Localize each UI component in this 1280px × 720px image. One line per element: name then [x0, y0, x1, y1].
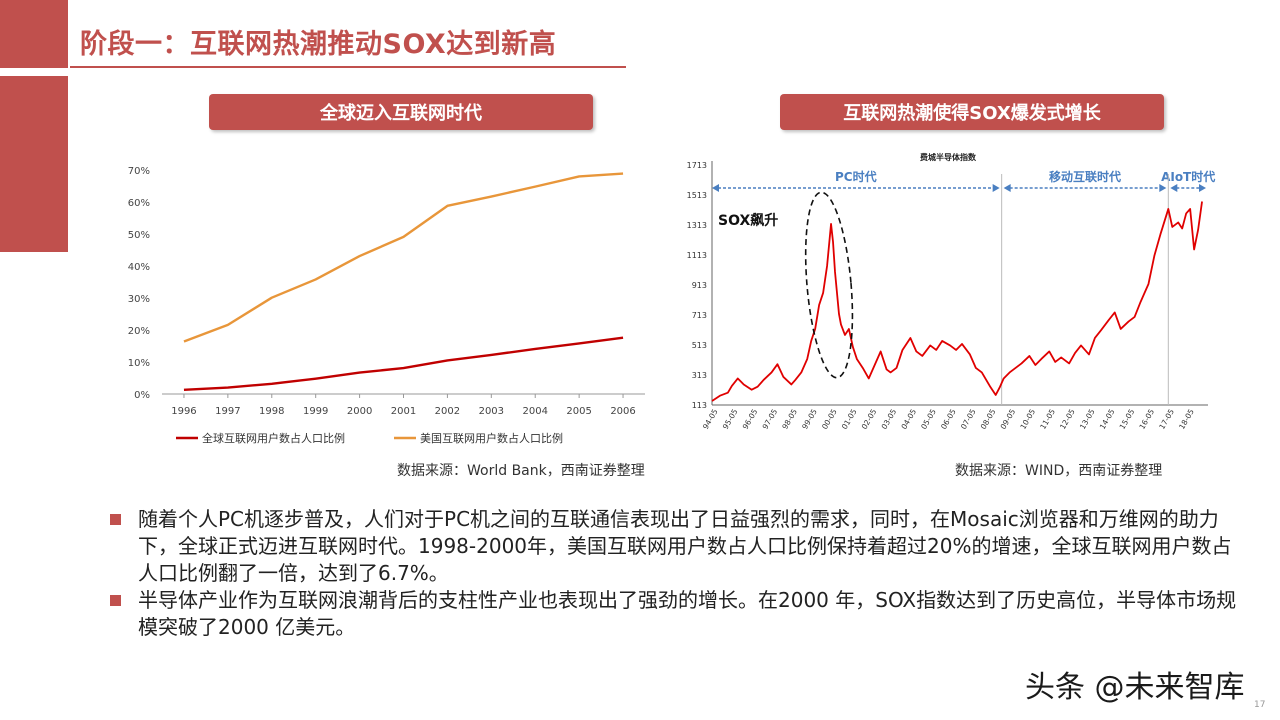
right-chart-heading: 互联网热潮使得SOX爆发式增长: [780, 94, 1164, 130]
bullet-item: 半导体产业作为互联网浪潮背后的支柱性产业也表现出了强劲的增长。在2000 年，S…: [108, 587, 1238, 641]
left-chart-heading: 全球迈入互联网时代: [209, 94, 593, 130]
x-tick-label: 16-05: [1137, 407, 1156, 431]
x-tick-label: 04-05: [899, 407, 918, 431]
y-tick-label: 113: [692, 401, 707, 410]
slide-title: 阶段一：互联网热潮推动SOX达到新高: [80, 29, 557, 60]
era-label: PC时代: [835, 169, 877, 184]
sox-series-line: [711, 201, 1203, 402]
bullet-item: 随着个人PC机逐步普及，人们对于PC机之间的互联通信表现出了日益强烈的需求，同时…: [108, 506, 1238, 587]
era-arrow-head-left: [1170, 184, 1178, 192]
era-arrow-head-left: [1003, 184, 1011, 192]
bullet-text: 随着个人PC机逐步普及，人们对于PC机之间的互联通信表现出了日益强烈的需求，同时…: [138, 507, 1232, 585]
x-tick-label: 1996: [171, 406, 196, 417]
x-tick-label: 95-05: [721, 407, 740, 431]
accent-block-top: [0, 0, 68, 68]
y-tick-label: 30%: [128, 294, 150, 305]
y-tick-label: 913: [692, 281, 707, 290]
source-right: 数据来源：WIND，西南证券整理: [955, 463, 1163, 479]
x-tick-label: 10-05: [1018, 407, 1037, 431]
x-tick-label: 99-05: [800, 407, 819, 431]
x-tick-label: 05-05: [919, 407, 938, 431]
y-tick-label: 1513: [687, 191, 707, 200]
y-tick-label: 1113: [687, 251, 707, 260]
x-tick-label: 2001: [391, 406, 416, 417]
x-tick-label: 14-05: [1098, 407, 1117, 431]
x-tick-label: 03-05: [880, 407, 899, 431]
y-tick-label: 0%: [134, 390, 150, 401]
chart-title: 费城半导体指数: [920, 152, 977, 162]
accent-block-side: [0, 76, 68, 252]
x-tick-label: 2006: [610, 406, 635, 417]
era-arrow-head-right: [1199, 184, 1206, 192]
x-tick-label: 2003: [479, 406, 504, 417]
x-tick-label: 15-05: [1118, 407, 1137, 431]
y-tick-label: 60%: [128, 198, 150, 209]
y-tick-label: 20%: [128, 326, 150, 337]
x-tick-label: 13-05: [1078, 407, 1097, 431]
x-tick-label: 2005: [566, 406, 591, 417]
x-tick-label: 07-05: [959, 407, 978, 431]
x-tick-label: 00-05: [820, 407, 839, 431]
internet-penetration-chart: 0% 10% 20% 30% 40% 50% 60% 70% 1996 1997 1998 1999 2…: [128, 166, 645, 445]
title-underline: [70, 66, 626, 68]
era-arrow-head-left: [712, 184, 719, 192]
y-tick-label: 713: [692, 311, 707, 320]
surge-highlight-ellipse: [804, 191, 854, 379]
bullet-text: 半导体产业作为互联网浪潮背后的支柱性产业也表现出了强劲的增长。在2000 年，S…: [138, 588, 1237, 639]
era-arrow-head-right: [992, 184, 1000, 192]
x-tick-label: 06-05: [939, 407, 958, 431]
watermark: 头条 @未来智库: [1025, 670, 1245, 705]
x-tick-label: 2002: [435, 406, 460, 417]
x-tick-label: 02-05: [860, 407, 879, 431]
x-tick-label: 1999: [303, 406, 328, 417]
x-tick-label: 97-05: [761, 407, 780, 431]
x-tick-label: 2004: [523, 406, 548, 417]
bullet-square-icon: [110, 514, 121, 525]
surge-annotation: SOX飙升: [718, 212, 778, 229]
bullet-square-icon: [110, 595, 121, 606]
x-tick-label: 2000: [347, 406, 372, 417]
y-tick-label: 40%: [128, 262, 150, 273]
x-tick-label: 1997: [215, 406, 240, 417]
x-tick-label: 94-05: [701, 407, 720, 431]
x-tick-label: 12-05: [1058, 407, 1077, 431]
y-tick-label: 10%: [128, 358, 150, 369]
era-label: AIoT时代: [1161, 169, 1215, 184]
x-tick-label: 08-05: [979, 407, 998, 431]
y-tick-label: 1313: [687, 221, 707, 230]
x-tick-label: 01-05: [840, 407, 859, 431]
y-tick-label: 50%: [128, 230, 150, 241]
legend-label: 全球互联网用户数占人口比例: [202, 431, 345, 445]
page-number: 17: [1254, 700, 1266, 710]
x-tick-label: 1998: [259, 406, 284, 417]
series-line-global: [183, 336, 624, 392]
sox-index-chart: 费城半导体指数 113 313 513 713 913 1113 1313 1513 1713 94…: [687, 152, 1216, 431]
x-tick-label: 96-05: [741, 407, 760, 431]
x-tick-label: 98-05: [780, 407, 799, 431]
legend-label: 美国互联网用户数占人口比例: [420, 431, 563, 445]
x-tick-label: 17-05: [1157, 407, 1176, 431]
series-line-us: [183, 172, 624, 343]
era-label: 移动互联时代: [1049, 169, 1121, 184]
era-arrow-head-right: [1159, 184, 1167, 192]
y-tick-label: 1713: [687, 161, 707, 170]
y-tick-label: 70%: [128, 166, 150, 177]
x-tick-label: 09-05: [999, 407, 1018, 431]
y-tick-label: 313: [692, 371, 707, 380]
y-tick-label: 513: [692, 341, 707, 350]
x-tick-label: 11-05: [1038, 407, 1057, 431]
x-tick-label: 18-05: [1177, 407, 1196, 431]
source-left: 数据来源：World Bank，西南证券整理: [397, 463, 645, 479]
bullet-list: 随着个人PC机逐步普及，人们对于PC机之间的互联通信表现出了日益强烈的需求，同时…: [108, 506, 1238, 641]
